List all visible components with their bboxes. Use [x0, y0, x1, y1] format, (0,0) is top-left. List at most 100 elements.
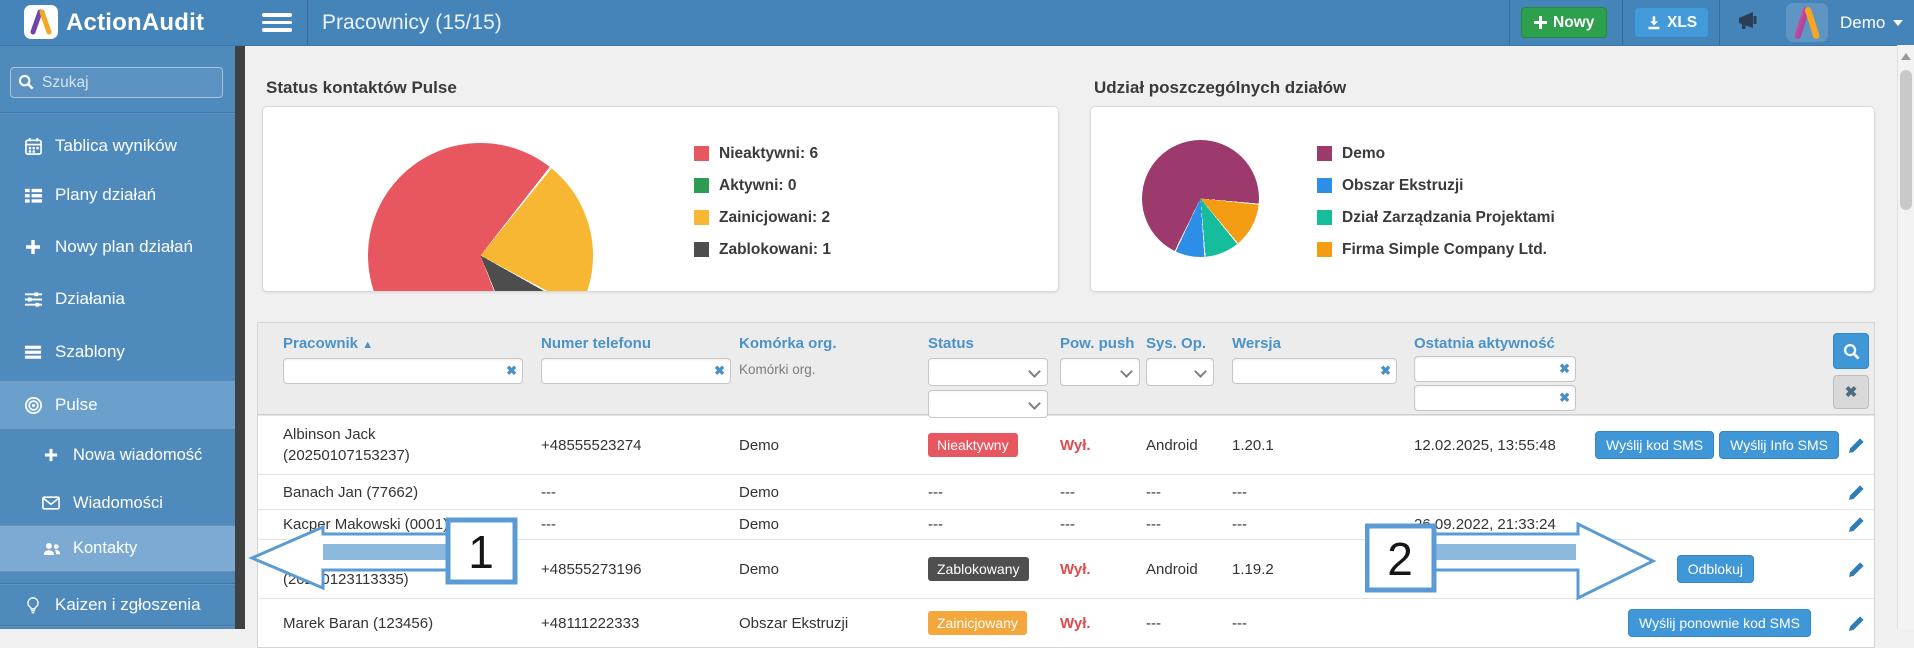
table-clear-filters-button[interactable]: ✖ — [1833, 375, 1869, 409]
sidebar-item-dzialania[interactable]: Działania — [0, 282, 235, 316]
brand-name: ActionAudit — [66, 8, 205, 36]
filter-ostatnia-do-input[interactable] — [1414, 385, 1576, 411]
send-code-sms-button[interactable]: Wyślij kod SMS — [1594, 431, 1715, 459]
sidebar-active-subitem: Kontakty — [0, 525, 235, 572]
download-icon — [1648, 15, 1660, 29]
app-logo — [24, 5, 58, 39]
send-info-sms-button[interactable]: Wyślij Info SMS — [1719, 431, 1839, 459]
os-cell: --- — [1146, 516, 1161, 533]
sidebar-item-pulse[interactable]: Pulse — [0, 381, 235, 429]
column-header-pracownik[interactable]: Pracownik ▲ — [283, 335, 374, 352]
edit-button[interactable] — [1839, 437, 1874, 454]
users-icon — [38, 541, 64, 557]
column-header-komorka[interactable]: Komórka org. — [739, 335, 837, 352]
phone-cell: +48111222333 — [541, 614, 640, 632]
last-activity-cell: 12.02.2025, 13:55:48 — [1414, 436, 1556, 454]
status-filter-select-1[interactable] — [928, 358, 1048, 386]
topbar-divider — [1622, 0, 1623, 45]
phone-cell: +48555523274 — [541, 436, 642, 454]
envelope-icon — [38, 495, 64, 511]
status-filter-select-2[interactable] — [928, 390, 1048, 418]
departments-pie-chart[interactable] — [1142, 140, 1259, 257]
edit-button[interactable] — [1839, 615, 1874, 632]
version-cell: --- — [1232, 516, 1247, 533]
clear-filter-icon[interactable]: ✖ — [1380, 363, 1391, 378]
push-cell: Wył. — [1060, 560, 1091, 578]
sidebar-search[interactable] — [10, 67, 223, 98]
departments-legend: Demo Obszar Ekstruzji Dział Zarządzania … — [1317, 143, 1555, 271]
vertical-scrollbar[interactable] — [1897, 45, 1914, 629]
sidebar-item-label: Nowy plan działań — [55, 237, 193, 256]
sidebar-item-tablica-wynikow[interactable]: Tablica wyników — [0, 129, 235, 163]
edit-button[interactable] — [1839, 484, 1874, 501]
scrollbar-thumb[interactable] — [1900, 70, 1912, 210]
edit-button[interactable] — [1839, 516, 1874, 533]
pulse-status-pie-chart[interactable] — [368, 143, 593, 291]
sidebar-item-label: Nowa wiadomość — [73, 445, 203, 464]
legend-item[interactable]: Nieaktywni: 6 — [694, 143, 831, 164]
sidebar-item-szablony[interactable]: Szablony — [0, 335, 235, 369]
clear-filter-icon[interactable]: ✖ — [1559, 361, 1570, 376]
clear-filter-icon[interactable]: ✖ — [714, 363, 725, 378]
table-search-button[interactable] — [1833, 333, 1869, 369]
sysop-filter-select[interactable] — [1146, 358, 1214, 386]
push-filter-select[interactable] — [1060, 358, 1140, 386]
xls-export-button[interactable]: XLS — [1634, 7, 1710, 38]
sidebar-item-kontakty[interactable]: Kontakty — [0, 526, 235, 571]
employee-name: Marek Baran (123456) — [283, 614, 434, 632]
clear-filter-icon[interactable]: ✖ — [506, 363, 517, 378]
phone-cell: --- — [541, 516, 556, 533]
column-header-status[interactable]: Status — [928, 335, 974, 352]
scroll-up-arrow[interactable] — [1901, 53, 1911, 60]
search-icon — [1843, 343, 1860, 360]
brand-a-icon — [30, 9, 52, 35]
plus-icon — [1534, 16, 1547, 29]
megaphone-icon[interactable] — [1736, 10, 1764, 39]
filter-wersja-input[interactable] — [1232, 358, 1397, 384]
table-row: Banach Jan (77662) --- Demo --- --- --- … — [258, 474, 1874, 509]
sidebar-edge — [235, 45, 245, 629]
sidebar-item-nowy-plan-dzialan[interactable]: Nowy plan działań — [0, 230, 235, 264]
pencil-icon — [1849, 561, 1864, 577]
sidebar-item-kaizen[interactable]: Kaizen i zgłoszenia — [0, 588, 235, 622]
column-header-wersja[interactable]: Wersja — [1232, 335, 1281, 352]
legend-swatch — [694, 210, 709, 225]
new-button[interactable]: Nowy — [1521, 7, 1608, 38]
column-header-sysop[interactable]: Sys. Op. — [1146, 335, 1207, 352]
unlock-button[interactable]: Odblokuj — [1676, 555, 1754, 583]
os-cell: --- — [1146, 483, 1161, 501]
filter-telefon-input[interactable] — [541, 358, 731, 384]
clear-filter-icon[interactable]: ✖ — [1559, 390, 1570, 405]
edit-button[interactable] — [1839, 561, 1874, 578]
column-header-ostatnia[interactable]: Ostatnia aktywność — [1414, 335, 1555, 352]
sidebar-item-wiadomosci[interactable]: Wiadomości — [0, 486, 235, 520]
legend-item[interactable]: Dział Zarządzania Projektami — [1317, 207, 1555, 228]
calendar-icon — [20, 137, 46, 156]
legend-item[interactable]: Zainicjowani: 2 — [694, 207, 831, 228]
push-cell: --- — [1060, 516, 1075, 533]
filter-pracownik-input[interactable] — [283, 358, 523, 384]
sidebar-item-label: Szablony — [55, 342, 125, 361]
topbar: ActionAudit Pracownicy (15/15) Nowy XLS … — [0, 0, 1914, 46]
komorki-org-filter[interactable]: Komórki org. — [739, 362, 816, 377]
legend-item[interactable]: Firma Simple Company Ltd. — [1317, 239, 1555, 260]
user-menu[interactable]: Demo — [1840, 0, 1904, 45]
legend-item[interactable]: Zablokowani: 1 — [694, 239, 831, 260]
search-input[interactable] — [10, 67, 223, 98]
annotation-number-2: 2 — [1387, 533, 1413, 585]
chevron-down-icon — [1893, 19, 1904, 26]
column-header-telefon[interactable]: Numer telefonu — [541, 335, 652, 352]
menu-toggle-icon[interactable] — [262, 13, 292, 33]
sidebar-item-label: Plany działań — [55, 185, 157, 204]
legend-item[interactable]: Obszar Ekstruzji — [1317, 175, 1555, 196]
sidebar-item-label: Kaizen i zgłoszenia — [55, 595, 201, 614]
sidebar-item-nowa-wiadomosc[interactable]: Nowa wiadomość — [0, 438, 235, 472]
table-row: Albinson Jack (20250107153237) +485555232… — [258, 415, 1874, 474]
filter-ostatnia-od-input[interactable] — [1414, 356, 1576, 382]
sidebar-item-plany-dzialan[interactable]: Plany działań — [0, 178, 235, 212]
legend-item[interactable]: Demo — [1317, 143, 1555, 164]
topbar-divider — [1509, 0, 1510, 45]
legend-item[interactable]: Aktywni: 0 — [694, 175, 831, 196]
column-header-push[interactable]: Pow. push — [1060, 335, 1135, 352]
resend-code-sms-button[interactable]: Wyślij ponownie kod SMS — [1628, 609, 1811, 637]
